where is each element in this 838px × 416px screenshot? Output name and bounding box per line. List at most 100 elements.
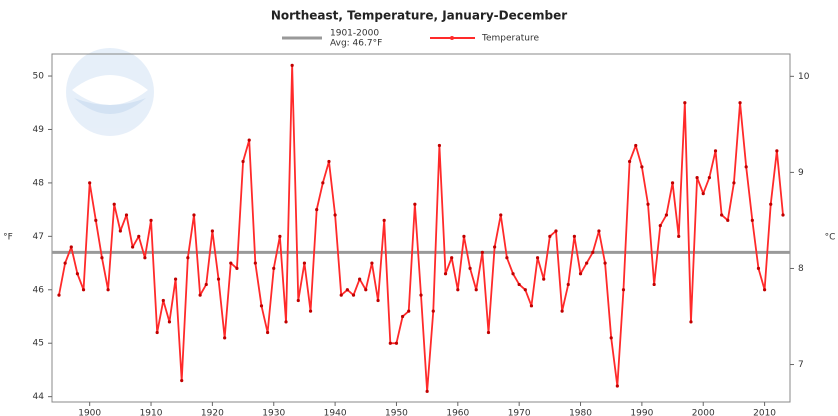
x-tick-label: 1990 — [630, 409, 653, 416]
temperature-point — [572, 234, 576, 238]
temperature-point — [106, 288, 110, 292]
temperature-point — [394, 341, 399, 345]
temperature-point — [345, 288, 349, 292]
temperature-point — [75, 272, 80, 276]
temperature-point — [247, 138, 251, 142]
temperature-point — [707, 175, 711, 180]
temperature-point — [529, 304, 534, 308]
temperature-point — [321, 181, 325, 185]
temperature-point — [131, 245, 135, 249]
temperature-point — [192, 213, 196, 217]
temperature-point — [431, 309, 435, 313]
plot-frame — [51, 53, 791, 403]
temperature-point — [241, 159, 245, 164]
temperature-point — [621, 288, 626, 292]
temperature-point — [474, 288, 478, 292]
temperature-point — [732, 181, 736, 185]
y-tick-label: 50 — [33, 72, 45, 82]
temperature-point — [100, 256, 104, 260]
temperature-point — [566, 282, 570, 287]
legend-label: Temperature — [481, 34, 539, 44]
temperature-point — [652, 282, 656, 287]
temperature-point — [112, 202, 116, 206]
temperature-point — [756, 266, 761, 271]
temperature-point — [149, 218, 153, 222]
temperature-point — [167, 320, 172, 324]
temperature-point — [505, 256, 509, 260]
y2-axis-label: °C — [825, 233, 836, 243]
x-tick-label: 1920 — [201, 409, 224, 416]
temperature-point — [683, 101, 687, 105]
y-tick-label: 46 — [33, 285, 45, 295]
y2-tick-label: 7 — [798, 360, 804, 370]
y2-tick-label: 9 — [798, 168, 804, 178]
temperature-point — [216, 277, 221, 281]
temperature-point — [296, 298, 300, 303]
temperature-point — [210, 229, 214, 233]
temperature-point — [456, 288, 460, 292]
temperature-point — [259, 304, 264, 308]
temperature-point — [744, 165, 748, 169]
temperature-point — [94, 218, 98, 222]
y-tick-label: 45 — [33, 339, 44, 349]
temperature-point — [413, 202, 417, 206]
temperature-point — [180, 379, 184, 383]
chart-title: Northeast, Temperature, January-December — [271, 9, 567, 23]
temperature-point — [223, 336, 227, 340]
noaa-logo — [66, 48, 154, 136]
temperature-point — [462, 234, 466, 238]
temperature-point — [118, 229, 122, 233]
temperature-point — [468, 266, 472, 271]
temperature-point — [81, 288, 86, 292]
y-tick-label: 48 — [33, 178, 45, 188]
temperature-point — [480, 250, 484, 254]
y-tick-label: 49 — [33, 125, 45, 135]
temperature-point — [351, 293, 356, 297]
temperature-point — [376, 298, 380, 303]
temperature-point — [493, 245, 497, 249]
temperature-point — [750, 218, 754, 222]
temperature-point — [155, 330, 159, 335]
temperature-point — [63, 261, 67, 265]
temperature-point — [137, 234, 141, 238]
temperature-point — [407, 309, 411, 313]
temperature-point — [284, 320, 288, 324]
temperature-point — [278, 234, 282, 238]
legend-dot — [450, 36, 454, 40]
temperature-point — [161, 298, 165, 303]
temperature-point — [173, 277, 178, 281]
temperature-point — [327, 159, 331, 164]
temperature-point — [603, 261, 607, 265]
temperature-point — [615, 384, 619, 388]
temperature-point — [308, 309, 313, 313]
temperature-point — [272, 266, 276, 271]
temperature-point — [443, 272, 448, 276]
x-tick-label: 2010 — [753, 409, 776, 416]
temperature-point — [523, 288, 527, 292]
temperature-point — [88, 181, 92, 185]
temperature-point — [333, 213, 337, 217]
temperature-point — [769, 202, 773, 206]
temperature-point — [677, 234, 681, 238]
temperature-point — [578, 272, 583, 276]
temperature-point — [57, 293, 61, 297]
temperature-point — [664, 213, 669, 217]
temperature-point — [124, 213, 129, 217]
temperature-point — [517, 282, 521, 287]
x-tick-label: 1960 — [446, 409, 469, 416]
temperature-point — [646, 202, 650, 206]
y2-tick-label: 10 — [798, 72, 810, 82]
x-tick-label: 1950 — [385, 409, 408, 416]
temperature-point — [450, 256, 454, 260]
temperature-point — [548, 234, 552, 238]
temperature-point — [302, 261, 307, 265]
legend-avg-label: Avg: 46.7°F — [330, 39, 382, 49]
temperature-point — [695, 175, 699, 180]
temperature-point — [554, 229, 558, 233]
x-tick-label: 1930 — [262, 409, 285, 416]
temperature-point — [382, 218, 386, 222]
temperature-point — [781, 213, 785, 217]
